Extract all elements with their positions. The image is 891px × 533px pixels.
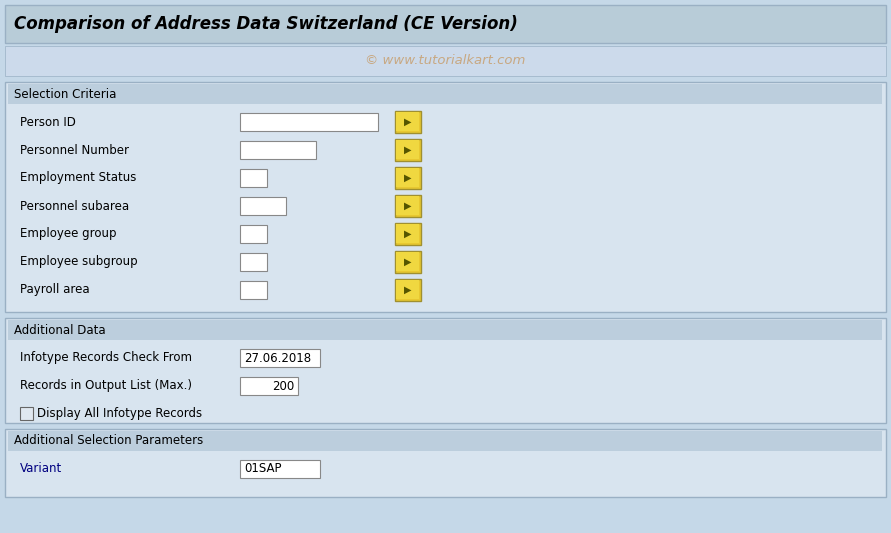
- Bar: [395, 111, 421, 133]
- Text: 200: 200: [272, 379, 294, 392]
- Text: Additional Selection Parameters: Additional Selection Parameters: [14, 434, 203, 448]
- Text: Person ID: Person ID: [20, 116, 76, 128]
- Text: 27.06.2018: 27.06.2018: [244, 351, 311, 365]
- Bar: [240, 225, 266, 243]
- Text: ▶: ▶: [405, 257, 412, 267]
- Bar: [240, 169, 266, 187]
- Text: ▶: ▶: [405, 173, 412, 183]
- Text: Comparison of Address Data Switzerland (CE Version): Comparison of Address Data Switzerland (…: [14, 15, 518, 33]
- Bar: [240, 197, 286, 215]
- Bar: [240, 377, 298, 395]
- Text: ▶: ▶: [405, 229, 412, 239]
- Bar: [5, 318, 886, 423]
- Bar: [5, 46, 886, 76]
- Bar: [5, 429, 886, 497]
- Bar: [395, 279, 421, 301]
- Text: Personnel subarea: Personnel subarea: [20, 199, 129, 213]
- Bar: [395, 167, 421, 189]
- Bar: [395, 195, 421, 217]
- Bar: [395, 139, 421, 161]
- Bar: [395, 223, 421, 245]
- Text: Additional Data: Additional Data: [14, 324, 106, 336]
- Bar: [396, 140, 419, 159]
- Text: Display All Infotype Records: Display All Infotype Records: [37, 408, 202, 421]
- Text: Infotype Records Check From: Infotype Records Check From: [20, 351, 192, 365]
- Text: Employee group: Employee group: [20, 228, 117, 240]
- Bar: [240, 113, 378, 131]
- Text: Variant: Variant: [20, 463, 62, 475]
- Text: Employee subgroup: Employee subgroup: [20, 255, 137, 269]
- Text: Personnel Number: Personnel Number: [20, 143, 129, 157]
- Bar: [240, 141, 315, 159]
- Bar: [396, 112, 419, 131]
- Bar: [8, 320, 882, 340]
- Bar: [396, 224, 419, 243]
- Bar: [240, 460, 320, 478]
- Text: © www.tutorialkart.com: © www.tutorialkart.com: [364, 54, 525, 68]
- Bar: [396, 196, 419, 215]
- Bar: [395, 251, 421, 273]
- Text: 01SAP: 01SAP: [244, 463, 282, 475]
- Bar: [8, 431, 882, 451]
- Text: Payroll area: Payroll area: [20, 284, 90, 296]
- Bar: [5, 5, 886, 43]
- Bar: [396, 168, 419, 187]
- Bar: [8, 84, 882, 104]
- Bar: [396, 280, 419, 299]
- Bar: [240, 253, 266, 271]
- Bar: [396, 252, 419, 271]
- Text: ▶: ▶: [405, 285, 412, 295]
- Text: Employment Status: Employment Status: [20, 172, 136, 184]
- Text: Records in Output List (Max.): Records in Output List (Max.): [20, 379, 192, 392]
- Bar: [240, 281, 266, 299]
- Bar: [20, 407, 33, 420]
- Text: ▶: ▶: [405, 145, 412, 155]
- Text: Selection Criteria: Selection Criteria: [14, 87, 117, 101]
- Text: ▶: ▶: [405, 201, 412, 211]
- Bar: [5, 82, 886, 312]
- Bar: [240, 349, 320, 367]
- Text: ▶: ▶: [405, 117, 412, 127]
